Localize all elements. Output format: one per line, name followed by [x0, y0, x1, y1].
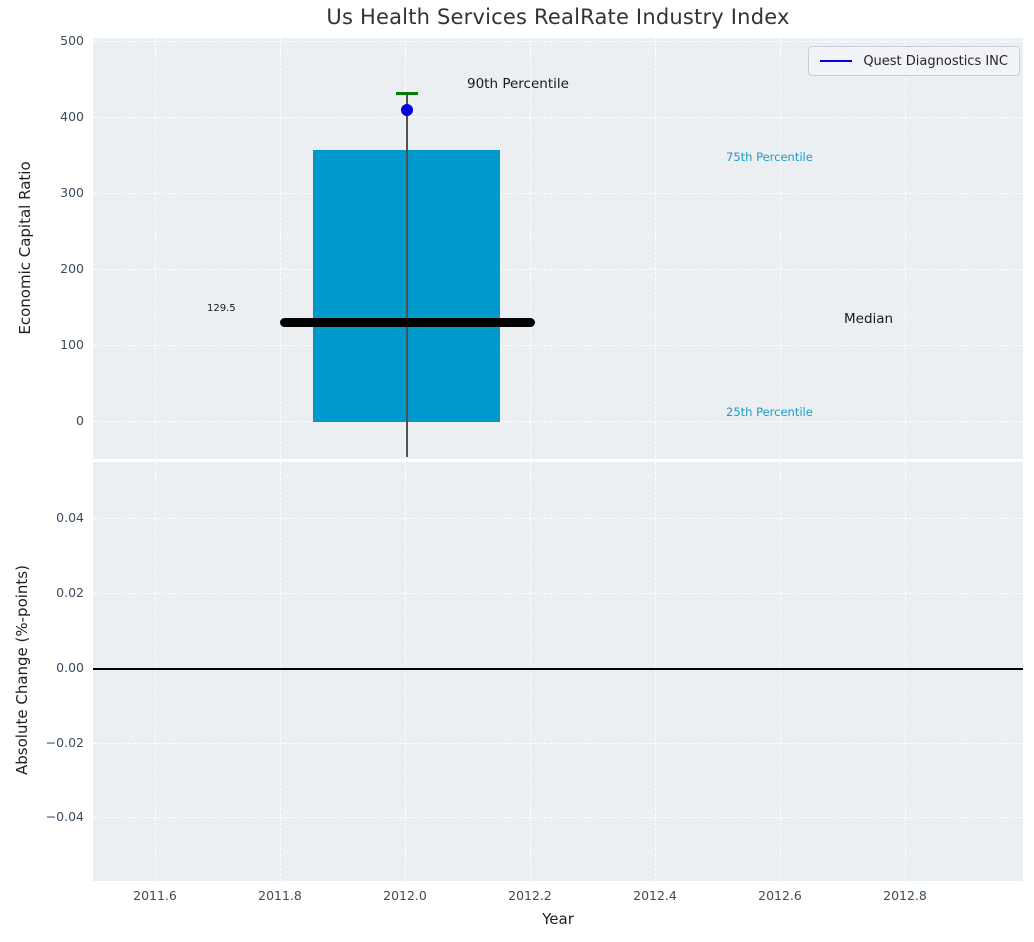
gridline	[780, 462, 781, 881]
x-axis-label: Year	[542, 910, 574, 928]
gridline	[655, 462, 656, 881]
gridline	[93, 345, 1023, 346]
gridline	[905, 462, 906, 881]
x-tick-2012.8: 2012.8	[883, 888, 927, 903]
annotation-median-value: 129.5	[207, 303, 236, 314]
zero-baseline	[93, 668, 1023, 670]
legend: Quest Diagnostics INC	[808, 46, 1020, 76]
bottom-axes	[93, 462, 1023, 881]
y-tick-0: 0	[76, 413, 84, 428]
gridline	[93, 518, 1023, 519]
gridline	[93, 117, 1023, 118]
y-tick-200: 200	[60, 261, 84, 276]
x-tick-2012.2: 2012.2	[508, 888, 552, 903]
annotation-75th-percentile: 75th Percentile	[726, 150, 813, 164]
legend-line-swatch	[820, 59, 853, 63]
y-tick--0.02: −0.02	[45, 735, 84, 750]
y-axis-label-bottom: Absolute Change (%-points)	[13, 565, 31, 775]
annotation-median: Median	[844, 311, 894, 327]
gridline	[655, 38, 656, 459]
y-tick-0.00: 0.00	[56, 660, 84, 675]
gridline	[530, 38, 531, 459]
y-tick-300: 300	[60, 185, 84, 200]
gridline	[93, 193, 1023, 194]
gridline	[405, 462, 406, 881]
y-axis-label-top: Economic Capital Ratio	[16, 161, 34, 335]
y-tick-500: 500	[60, 33, 84, 48]
y-tick-0.02: 0.02	[56, 585, 84, 600]
gridline	[280, 462, 281, 881]
gridline	[93, 817, 1023, 818]
gridline	[93, 269, 1023, 270]
median-line	[280, 318, 535, 327]
annotation-90th-percentile: 90th Percentile	[467, 76, 569, 92]
y-tick--0.04: −0.04	[45, 809, 84, 824]
90th-percentile-cap	[396, 92, 418, 95]
y-tick-400: 400	[60, 109, 84, 124]
whisker-line	[406, 94, 408, 457]
gridline	[905, 38, 906, 459]
x-tick-2011.8: 2011.8	[258, 888, 302, 903]
y-tick-0.04: 0.04	[56, 510, 84, 525]
gridline	[155, 462, 156, 881]
x-tick-2012.6: 2012.6	[758, 888, 802, 903]
gridline	[530, 462, 531, 881]
gridline	[93, 41, 1023, 42]
top-axes: 129.5 90th Percentile 75th Percentile Me…	[93, 38, 1023, 459]
chart-title: Us Health Services RealRate Industry Ind…	[326, 5, 790, 29]
x-tick-2012.4: 2012.4	[633, 888, 677, 903]
gridline	[780, 38, 781, 459]
gridline	[280, 38, 281, 459]
y-tick-100: 100	[60, 337, 84, 352]
gridline	[155, 38, 156, 459]
company-marker-dot	[401, 104, 413, 116]
gridline	[93, 593, 1023, 594]
gridline	[93, 743, 1023, 744]
annotation-25th-percentile: 25th Percentile	[726, 405, 813, 419]
x-tick-2012.0: 2012.0	[383, 888, 427, 903]
legend-label: Quest Diagnostics INC	[863, 53, 1008, 69]
gridline	[93, 421, 1023, 422]
x-tick-2011.6: 2011.6	[133, 888, 177, 903]
